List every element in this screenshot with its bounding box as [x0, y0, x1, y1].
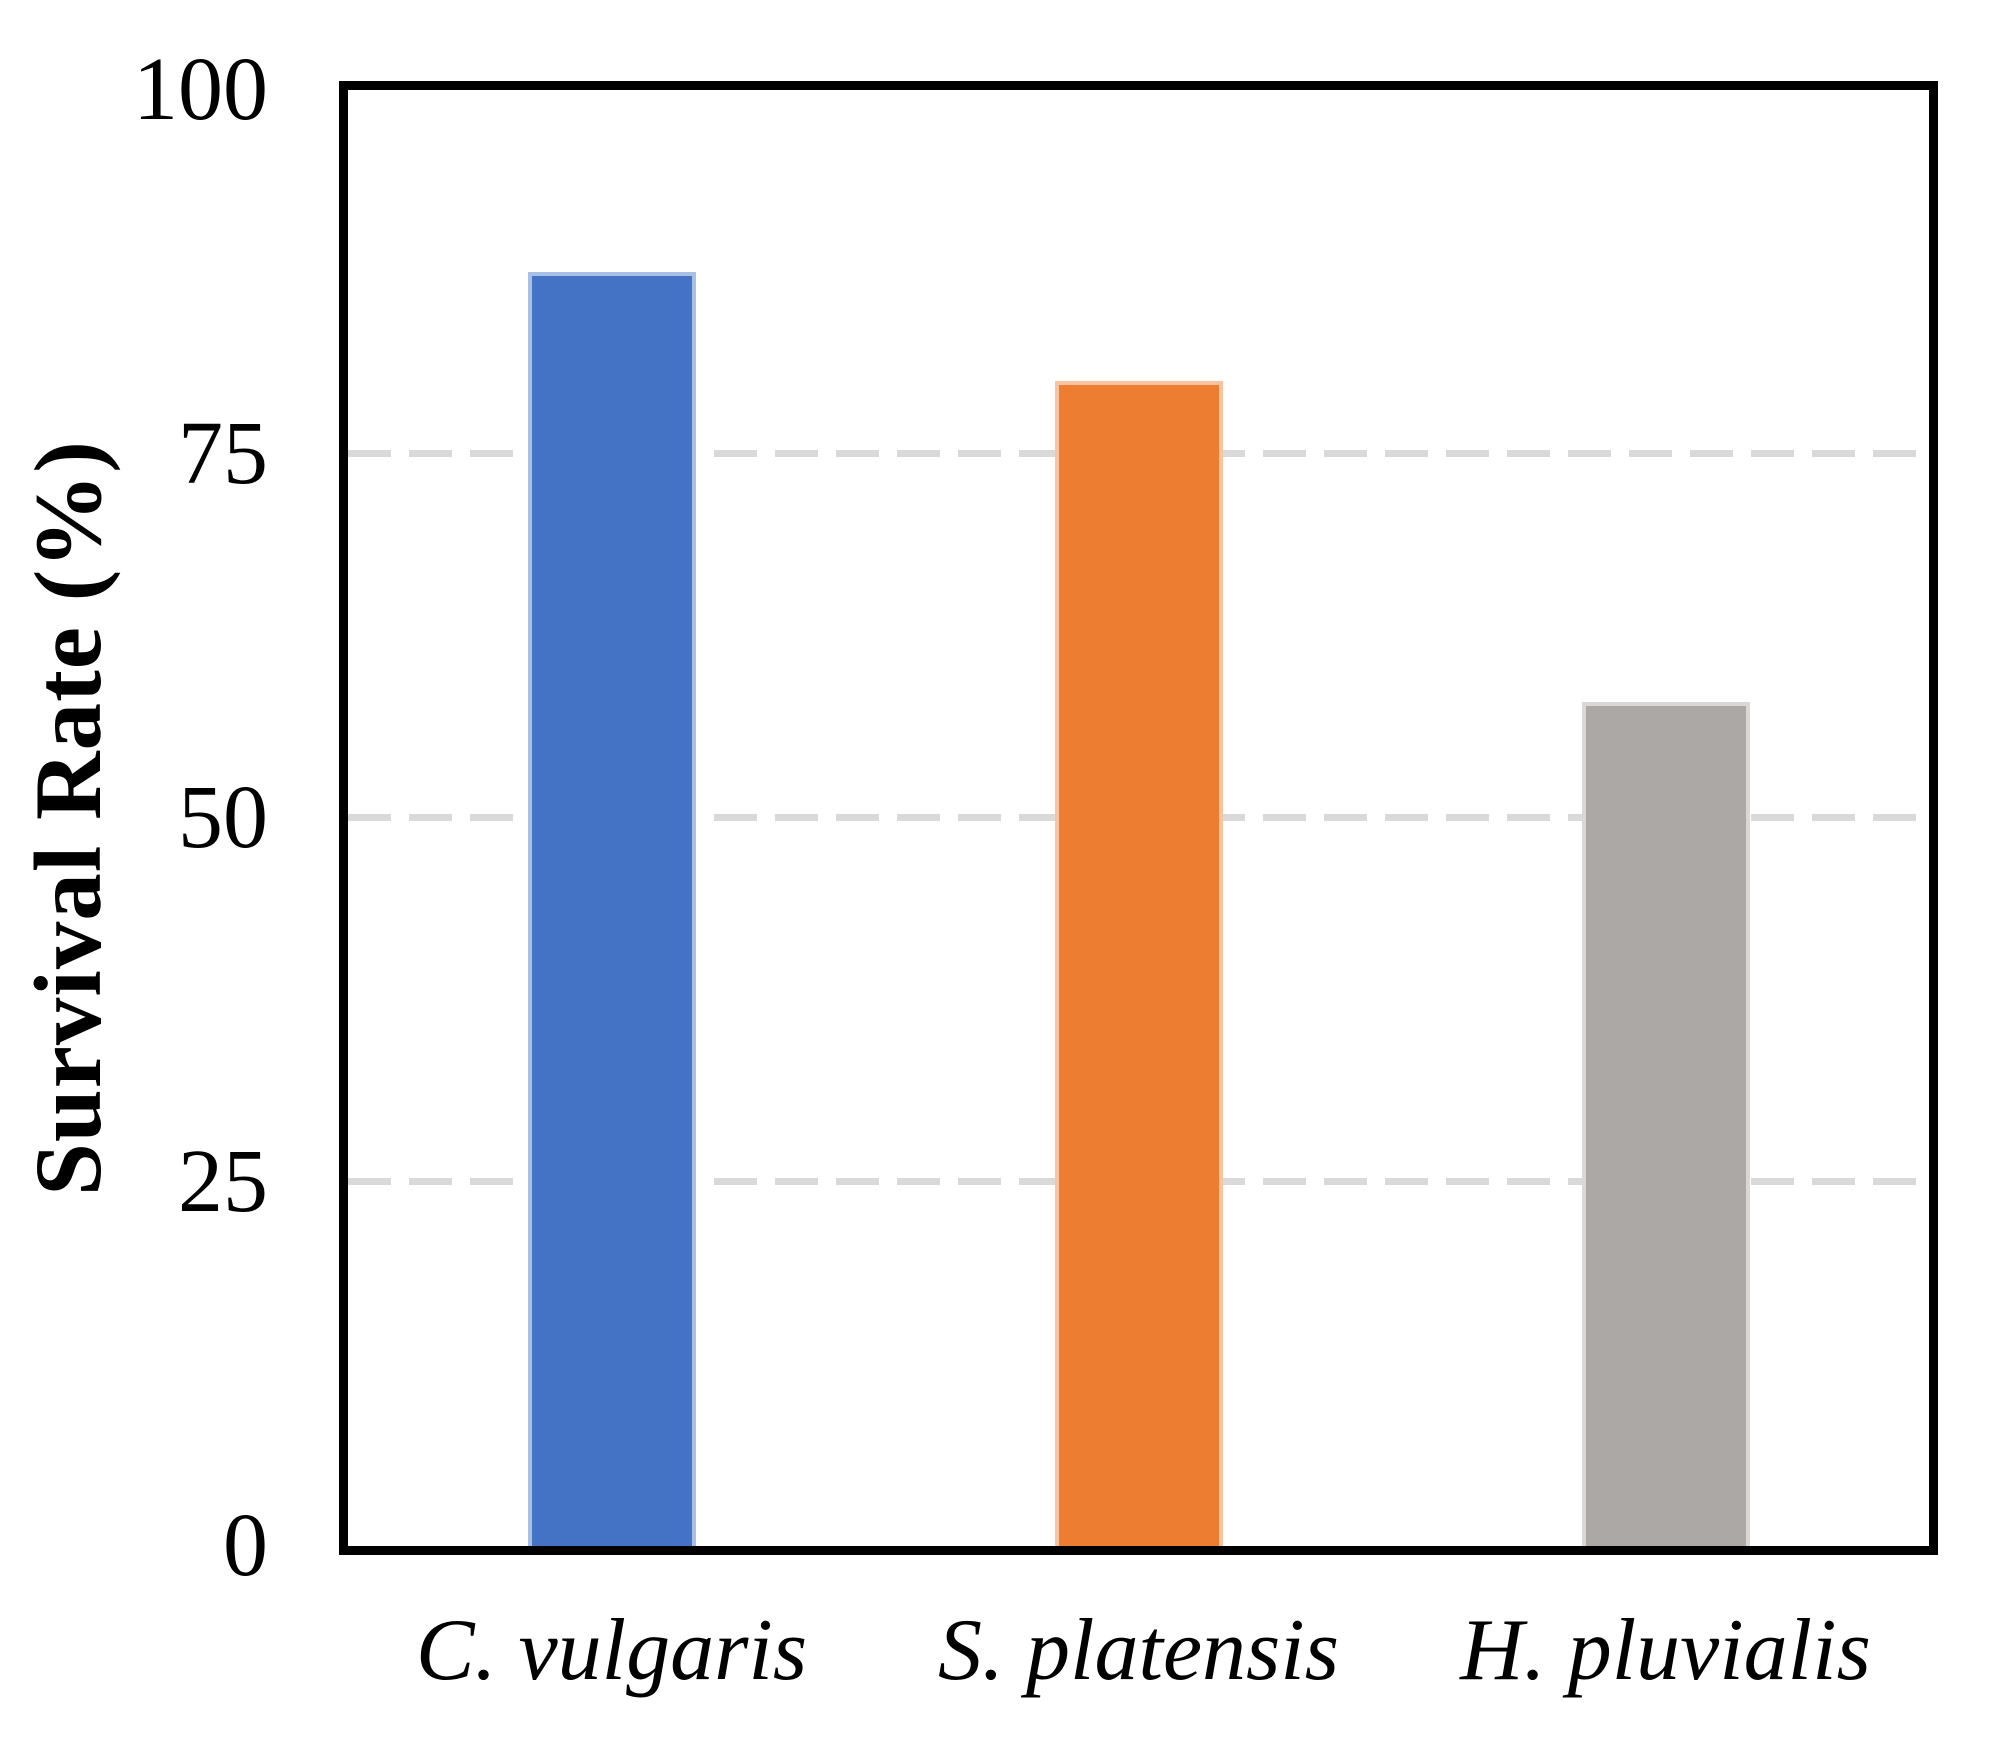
- plot-area: [339, 81, 1938, 1555]
- bars-layer: [348, 90, 1929, 1546]
- y-tick-label: 0: [223, 1496, 268, 1595]
- y-tick-label: 25: [178, 1132, 268, 1231]
- bar-s-platensis: [1054, 381, 1223, 1546]
- bar-h-pluvialis: [1581, 701, 1750, 1546]
- x-category-label: H. pluvialis: [1460, 1602, 1871, 1699]
- y-tick-label: 50: [178, 768, 268, 867]
- x-category-label: C. vulgaris: [415, 1602, 808, 1699]
- y-tick-label: 75: [178, 404, 268, 503]
- x-category-label: S. platensis: [938, 1602, 1339, 1699]
- y-tick-label: 100: [133, 40, 268, 139]
- bar-c-vulgaris: [527, 272, 696, 1546]
